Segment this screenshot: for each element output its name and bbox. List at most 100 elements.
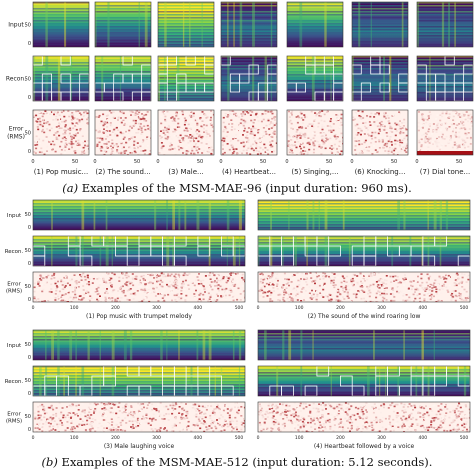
panel-a-6-row-2 (352, 110, 410, 156)
xtick-a-2-1: 50 (134, 159, 140, 165)
ytick-a-1-0: 0 (28, 95, 31, 101)
panel-a-label-7: (7) Dial tone... (420, 168, 470, 176)
panel-b-3-row-0 (33, 330, 245, 360)
panel-a-label-4: (4) Heartbeat... (222, 168, 276, 176)
ytick-b-2-0-1: 50 (25, 342, 31, 348)
panel-a-label-3: (3) Male... (168, 168, 203, 176)
xtick-a-3-0: 0 (156, 159, 159, 165)
xtick-b-1-2: 200 (111, 305, 120, 311)
caption-a-text: Examples of the MSM-MAE-96 (input durati… (78, 181, 412, 195)
xtick-b-3-4: 400 (194, 435, 203, 441)
panel-b-label-1: (1) Pop music with trumpet melody (86, 313, 192, 320)
ytick-a-0-0: 0 (28, 41, 31, 47)
xtick-b-2-0: 0 (257, 305, 260, 311)
xtick-a-4-1: 50 (260, 159, 266, 165)
xtick-a-2-0: 0 (93, 159, 96, 165)
caption-a-letter: (a) (62, 181, 78, 195)
panel-b-1-row-0 (33, 200, 245, 230)
ytick-a-1-1: 50 (25, 77, 31, 83)
xtick-b-3-3: 300 (152, 435, 161, 441)
xtick-b-1-3: 300 (152, 305, 161, 311)
xtick-a-7-0: 0 (415, 159, 418, 165)
panel-a-6-row-0 (352, 2, 408, 47)
row-label-b-0-2-1: (RMS) (6, 289, 22, 295)
panel-b-label-3: (3) Male laughing voice (104, 443, 175, 450)
xtick-b-2-2: 200 (336, 305, 345, 311)
panel-a-label-2: (2) The sound... (95, 168, 150, 176)
xtick-a-4-0: 0 (219, 159, 222, 165)
panel-a-1-row-0 (33, 2, 89, 47)
ytick-b-2-2-1: 50 (25, 414, 31, 420)
ytick-b-0-0-1: 50 (25, 212, 31, 218)
xtick-b-2-3: 300 (377, 305, 386, 311)
panel-a-2-row-2 (95, 110, 153, 157)
xtick-b-4-1: 100 (295, 435, 304, 441)
row-label-a-0-0: Input (8, 22, 24, 29)
panel-b-label-2: (2) The sound of the wind roaring low (308, 313, 421, 320)
panel-b-4-row-2 (258, 402, 472, 434)
xtick-a-1-0: 0 (31, 159, 34, 165)
xtick-a-7-1: 50 (456, 159, 462, 165)
ytick-b-0-0-0: 0 (28, 225, 31, 231)
ytick-b-0-2-1: 50 (25, 284, 31, 290)
panel-a-5-row-0 (287, 2, 343, 47)
xtick-b-4-0: 0 (257, 435, 260, 441)
panel-a-label-6: (6) Knocking... (355, 168, 406, 176)
panel-a-7-row-2 (417, 110, 474, 157)
row-label-b-0-2-0: Error (7, 282, 21, 288)
panel-a-5-row-2 (287, 110, 345, 157)
panel-b-2-row-2 (258, 272, 472, 304)
xtick-b-3-0: 0 (32, 435, 35, 441)
ytick-b-0-1-1: 50 (25, 248, 31, 254)
row-label-b-2-1-0: Recon. (5, 379, 24, 385)
panel-b-4-row-0 (258, 330, 470, 360)
ytick-b-0-2-0: 0 (28, 297, 31, 303)
caption-b-letter: (b) (42, 455, 58, 469)
caption-b: (b) Examples of the MSM-MAE-512 (input d… (0, 455, 474, 469)
panel-a-1-row-2 (33, 110, 91, 157)
xtick-b-3-2: 200 (111, 435, 120, 441)
row-label-b-2-0-0: Input (7, 343, 22, 349)
xtick-b-1-5: 500 (235, 305, 244, 311)
xtick-b-2-4: 400 (419, 305, 428, 311)
panel-a-4-row-2 (221, 110, 279, 157)
row-label-a-1-0: Recon. (6, 76, 26, 83)
xtick-b-1-0: 0 (32, 305, 35, 311)
panel-b-3-row-2 (33, 402, 247, 434)
xtick-a-3-1: 50 (197, 159, 203, 165)
xtick-a-1-1: 50 (72, 159, 78, 165)
row-label-b-2-2-1: (RMS) (6, 419, 22, 425)
xtick-b-4-2: 200 (336, 435, 345, 441)
xtick-a-6-1: 50 (391, 159, 397, 165)
xtick-b-2-5: 500 (460, 305, 469, 311)
xtick-b-1-1: 100 (70, 305, 79, 311)
ytick-b-2-1-0: 0 (28, 391, 31, 397)
row-label-b-2-2-0: Error (7, 412, 21, 418)
xtick-b-4-3: 300 (377, 435, 386, 441)
ytick-b-2-0-0: 0 (28, 355, 31, 361)
ytick-a-2-1: 50 (25, 131, 31, 137)
panel-b-2-row-0 (258, 200, 470, 230)
xtick-b-1-4: 400 (194, 305, 203, 311)
xtick-b-3-1: 100 (70, 435, 79, 441)
ytick-a-2-0: 0 (28, 149, 31, 155)
xtick-b-4-4: 400 (419, 435, 428, 441)
panel-a-label-1: (1) Pop music... (34, 168, 88, 176)
ytick-b-0-1-0: 0 (28, 261, 31, 267)
xtick-a-5-1: 50 (326, 159, 332, 165)
panel-b-1-row-2 (33, 272, 247, 304)
panel-a-7-row-0 (417, 2, 473, 47)
panel-b-label-4: (4) Heartbeat followed by a voice (314, 443, 415, 450)
row-label-a-2-0: Error (9, 126, 24, 133)
ytick-b-2-2-0: 0 (28, 427, 31, 433)
ytick-b-2-1-1: 50 (25, 378, 31, 384)
panel-a-label-5: (5) Singing,... (291, 168, 338, 176)
xtick-a-6-0: 0 (350, 159, 353, 165)
xtick-a-5-0: 0 (285, 159, 288, 165)
panel-a-2-row-0 (95, 2, 151, 47)
caption-b-text: Examples of the MSM-MAE-512 (input durat… (58, 455, 433, 469)
xtick-b-4-5: 500 (460, 435, 469, 441)
row-label-b-0-1-0: Recon. (5, 249, 24, 255)
